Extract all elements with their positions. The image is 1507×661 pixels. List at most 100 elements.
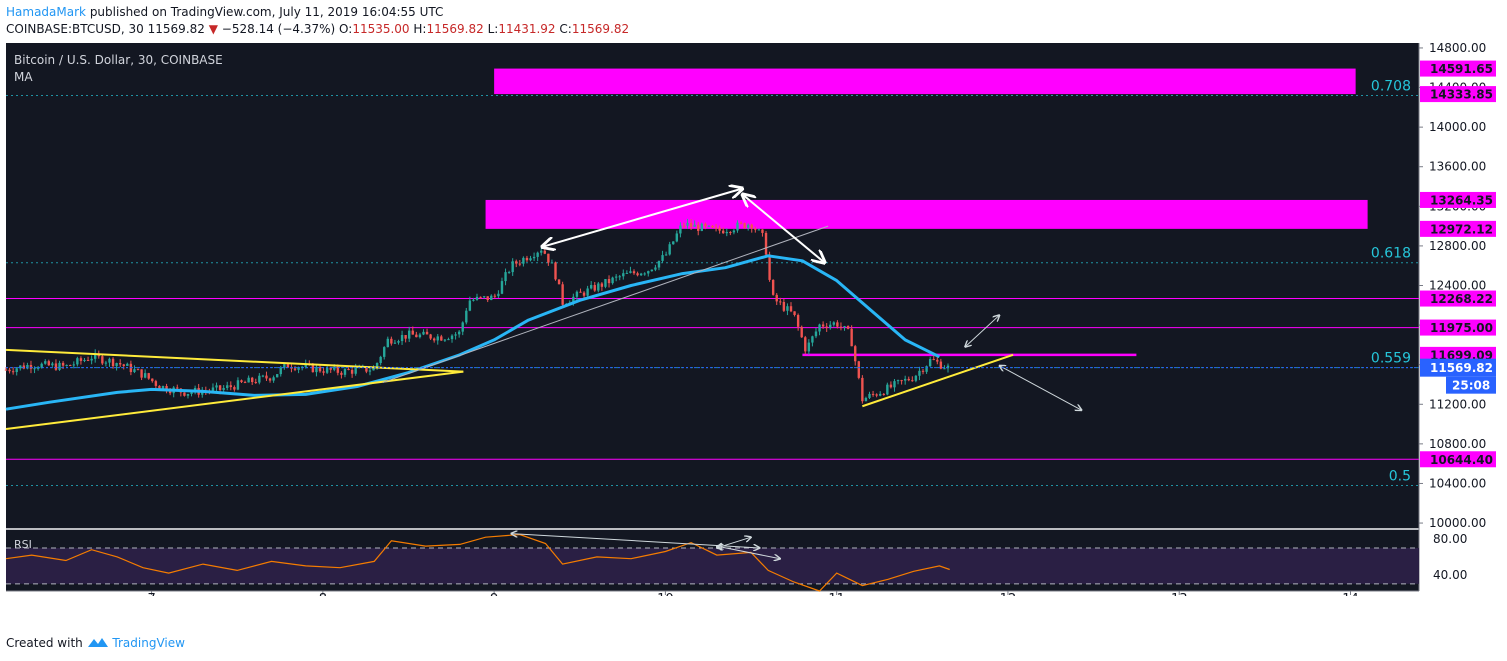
candle-body	[850, 328, 853, 347]
candle-body	[697, 224, 700, 231]
candle-body	[704, 223, 707, 227]
footer: Created with TradingView	[6, 636, 185, 650]
candle-body	[846, 326, 850, 329]
candle-body	[325, 367, 329, 373]
candle-body	[26, 364, 29, 369]
author-link[interactable]: HamadaMark	[6, 5, 86, 19]
candle-body	[151, 378, 154, 382]
price-tick-label: 12800.00	[1429, 239, 1486, 253]
annotation-arrow	[742, 194, 824, 262]
candle-body	[304, 363, 307, 367]
candle-body	[650, 269, 654, 272]
candle-body	[183, 392, 186, 396]
candle-body	[864, 397, 868, 402]
candle-body	[861, 377, 864, 402]
candle-body	[436, 336, 439, 341]
candle-body	[843, 326, 846, 328]
candle-body	[101, 356, 104, 364]
candle-body	[90, 358, 93, 361]
candle-body	[511, 261, 514, 273]
candle-body	[140, 369, 143, 378]
price-chart[interactable]: Bitcoin / U.S. Dollar, 30, COINBASE MA 0.7…	[0, 40, 1507, 596]
candle-body	[365, 366, 368, 372]
candle-body	[454, 334, 457, 336]
rsi-tick-label: 80.00	[1433, 532, 1467, 546]
candle-body	[625, 272, 629, 274]
candle-body	[51, 363, 54, 366]
candle-body	[579, 291, 582, 293]
candle-body	[111, 358, 115, 367]
candle-body	[825, 326, 828, 328]
candle-body	[147, 373, 150, 379]
candle-body	[943, 368, 946, 370]
candle-body	[86, 359, 90, 361]
candle-body	[4, 369, 8, 371]
candle-body	[504, 272, 507, 282]
candle-body	[654, 267, 657, 270]
candle-body	[700, 223, 703, 231]
candle-body	[761, 229, 764, 233]
candle-body	[782, 301, 786, 311]
candle-body	[839, 326, 843, 328]
candle-body	[283, 364, 286, 368]
time-tick-label: 10	[657, 592, 674, 596]
candle-body	[47, 361, 51, 366]
candle-body	[482, 296, 486, 298]
candle-body	[911, 380, 914, 382]
candle-body	[711, 225, 714, 228]
candle-body	[600, 283, 604, 287]
candle-body	[36, 367, 40, 369]
candle-body	[936, 359, 939, 362]
candle-body	[40, 363, 43, 368]
open-label: O:	[339, 22, 353, 36]
close-value: 11569.82	[571, 22, 630, 36]
candle-body	[386, 338, 389, 348]
candle-body	[946, 365, 950, 369]
countdown-tag	[1446, 376, 1496, 394]
tradingview-logo-text: TradingView	[112, 636, 185, 650]
candle-body	[789, 306, 793, 312]
price-level-tag	[1420, 86, 1496, 103]
candle-body	[750, 224, 753, 229]
candle-body	[379, 356, 382, 363]
supply-zone	[494, 68, 1356, 95]
candle-body	[343, 369, 347, 375]
candle-body	[190, 392, 193, 394]
candle-body	[554, 262, 557, 280]
tradingview-logo-icon[interactable]: TradingView	[87, 636, 185, 650]
candle-body	[19, 365, 22, 369]
candle-body	[657, 260, 661, 268]
candle-body	[69, 365, 72, 367]
candle-body	[871, 393, 875, 395]
candle-body	[814, 331, 818, 337]
candle-body	[336, 366, 340, 373]
candle-body	[746, 224, 750, 228]
candle-body	[604, 279, 607, 287]
candle-body	[607, 279, 611, 284]
candle-body	[122, 364, 125, 366]
candle-body	[329, 367, 332, 370]
candle-body	[440, 336, 443, 341]
candle-body	[372, 367, 375, 371]
candle-body	[158, 385, 161, 390]
low-label: L:	[487, 22, 499, 36]
candle-body	[907, 378, 910, 381]
open-value: 11535.00	[352, 22, 410, 36]
annotation-arrow	[542, 189, 742, 247]
candle-body	[896, 380, 900, 382]
candle-body	[679, 225, 682, 234]
candle-body	[893, 381, 896, 388]
price-change: −528.14 (−4.37%)	[221, 22, 336, 36]
candle-body	[532, 256, 536, 259]
candle-body	[507, 272, 511, 274]
candle-body	[779, 301, 782, 303]
candle-body	[857, 361, 860, 378]
candle-body	[786, 306, 789, 311]
candle-body	[286, 364, 290, 368]
candle-body	[251, 377, 254, 383]
candle-body	[61, 362, 65, 366]
candle-body	[632, 271, 636, 274]
candle-body	[261, 375, 265, 377]
candle-body	[818, 324, 821, 332]
price-level-tag	[1420, 451, 1496, 468]
